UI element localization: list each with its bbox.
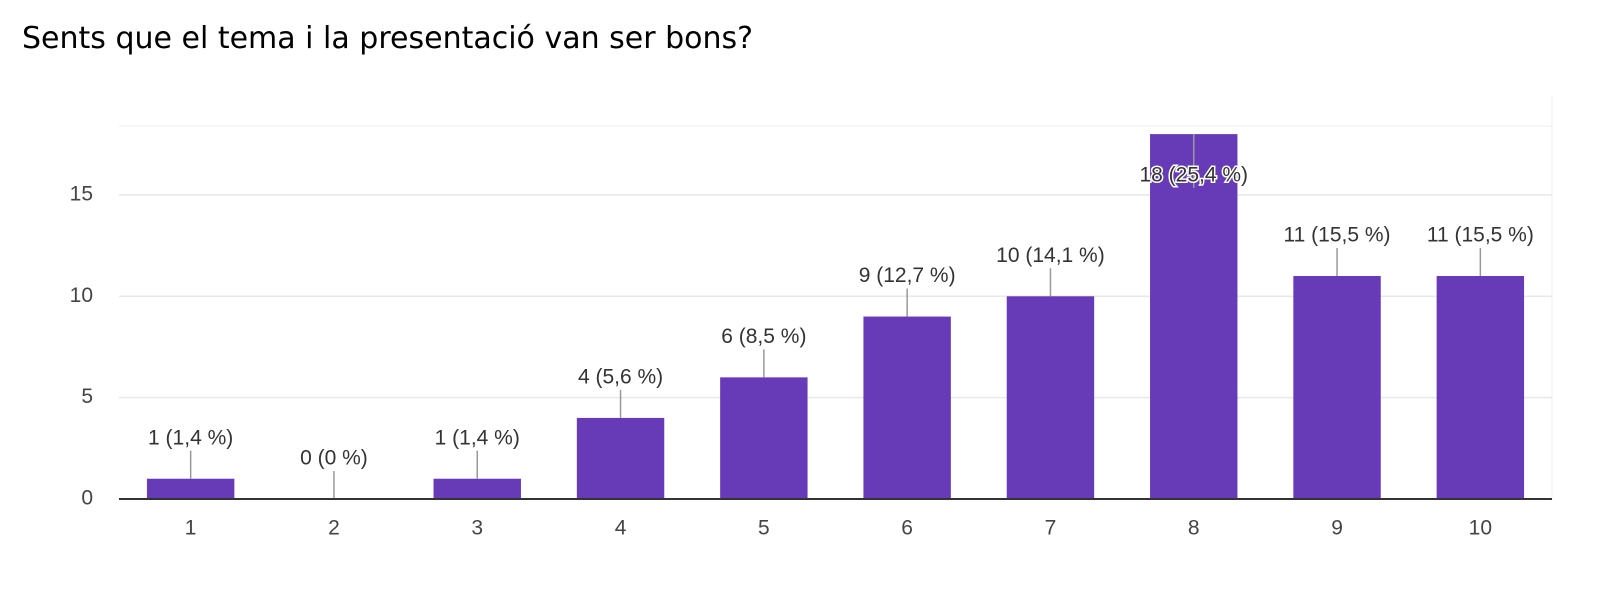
value-label: 1 (1,4 %) [148, 426, 233, 449]
bar [1436, 276, 1525, 499]
x-tick-label: 4 [615, 517, 627, 540]
y-tick-label: 10 [70, 284, 93, 307]
bar [863, 316, 951, 499]
bar [1006, 296, 1095, 499]
x-tick-label: 1 [185, 517, 197, 540]
bar [146, 478, 235, 499]
x-tick-label: 6 [901, 517, 913, 540]
bar [1150, 134, 1238, 499]
value-label: 6 (8,5 %) [721, 325, 806, 348]
bar [576, 417, 665, 499]
bar [720, 377, 808, 499]
y-tick-label: 0 [81, 487, 93, 510]
x-tick-label: 5 [758, 517, 770, 540]
y-tick-label: 5 [81, 385, 93, 408]
value-label: 1 (1,4 %) [435, 426, 520, 449]
x-tick-label: 8 [1188, 517, 1200, 540]
x-tick-label: 7 [1045, 517, 1057, 540]
y-tick-label: 15 [70, 182, 93, 205]
x-tick-label: 9 [1331, 517, 1343, 540]
value-label: 11 (15,5 %) [1427, 224, 1534, 247]
bar [433, 478, 521, 499]
value-label: 9 (12,7 %) [859, 264, 956, 287]
chart-title: Sents que el tema i la presentació van s… [22, 21, 753, 56]
bar [1293, 276, 1381, 499]
x-tick-label: 2 [328, 517, 340, 540]
value-label: 10 (14,1 %) [996, 244, 1105, 267]
x-tick-label: 3 [471, 517, 483, 540]
value-label: 4 (5,6 %) [578, 365, 663, 388]
x-tick-label: 10 [1469, 517, 1492, 540]
value-label: 0 (0 %) [300, 447, 368, 470]
value-label: 18 (25,4 %) [1139, 164, 1248, 187]
value-label: 11 (15,5 %) [1284, 224, 1391, 247]
